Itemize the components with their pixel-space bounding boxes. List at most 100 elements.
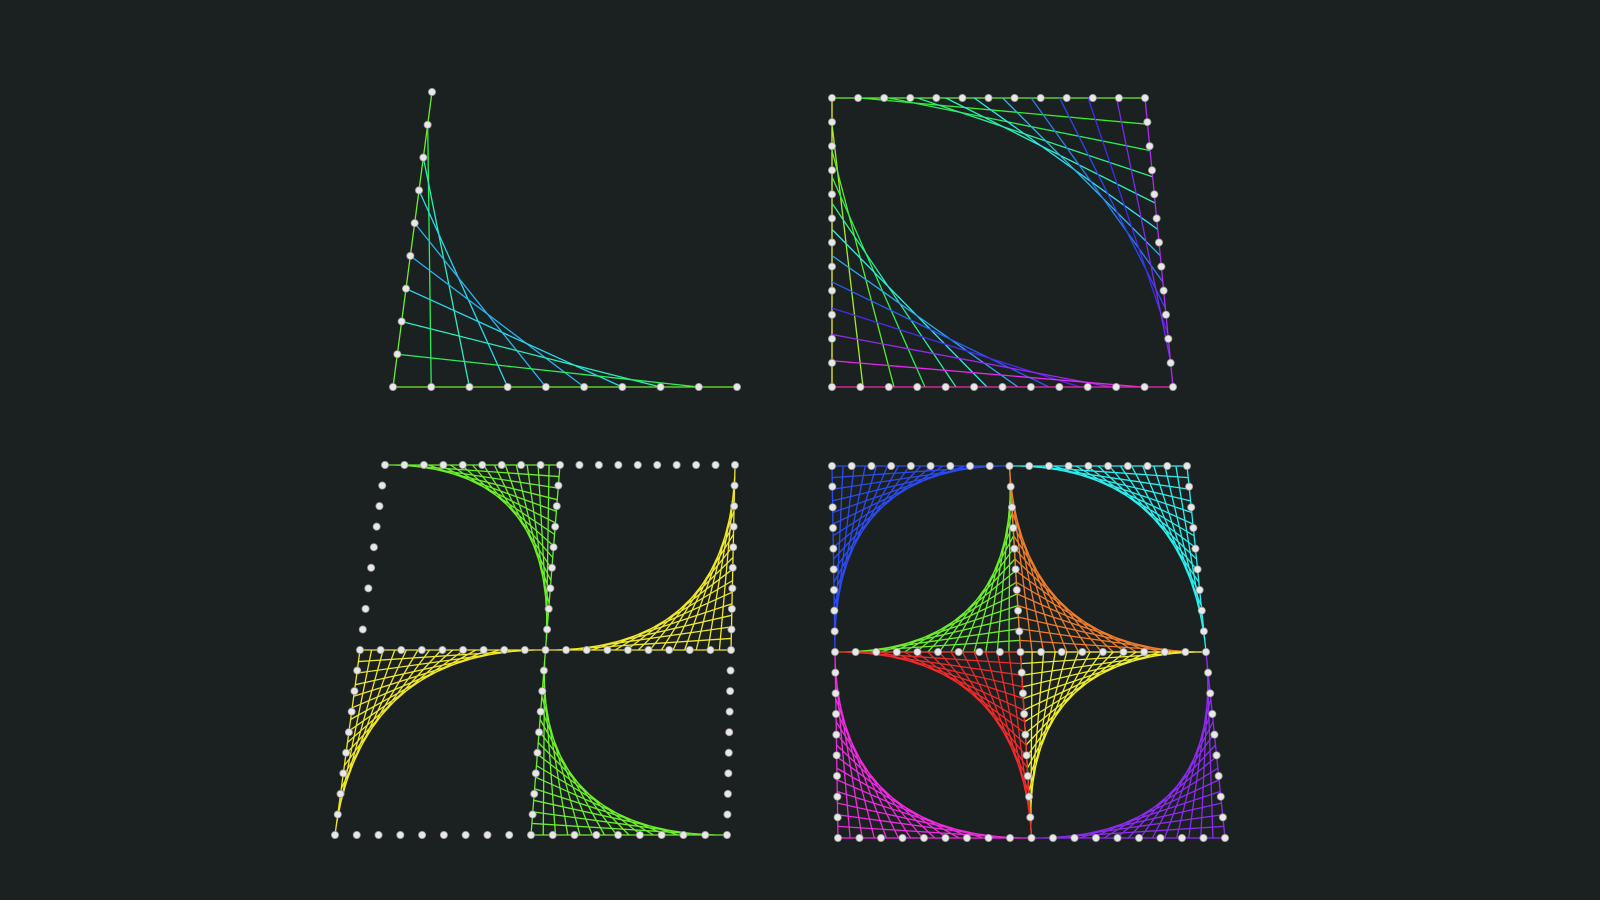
string [831, 281, 1050, 388]
string [493, 464, 552, 581]
string [927, 651, 1027, 746]
pin [1206, 689, 1215, 698]
pin [834, 834, 843, 843]
string [831, 176, 926, 388]
pin [828, 190, 837, 199]
pin [926, 461, 935, 470]
pin [831, 689, 840, 698]
pin [1210, 730, 1219, 739]
pin [380, 460, 389, 469]
pin [358, 625, 367, 634]
pin [995, 648, 1004, 657]
string [397, 353, 699, 388]
pin [374, 831, 383, 840]
pin [1123, 461, 1132, 470]
pin [1084, 461, 1093, 470]
string [537, 742, 630, 836]
string [637, 557, 734, 651]
pin [828, 482, 837, 491]
pin [830, 606, 839, 615]
pin [998, 382, 1007, 391]
pin [832, 730, 841, 739]
pin [906, 94, 915, 103]
pin [1187, 503, 1196, 512]
string [1119, 465, 1200, 583]
pin [1119, 648, 1128, 657]
pin [520, 646, 529, 655]
string [1115, 756, 1218, 839]
pin [727, 604, 736, 613]
pin [830, 586, 839, 595]
pin [1145, 142, 1154, 151]
pin [1114, 94, 1123, 103]
string [831, 333, 1112, 388]
pin [828, 238, 837, 247]
string [1025, 651, 1114, 746]
string [1103, 767, 1219, 839]
string [539, 719, 606, 836]
pin [336, 789, 345, 798]
pin [396, 831, 405, 840]
pin [333, 810, 342, 819]
pin [694, 382, 703, 391]
pin [1057, 648, 1066, 657]
pin [723, 831, 732, 840]
pin [728, 563, 737, 572]
pin [1193, 565, 1202, 574]
string [888, 97, 1151, 152]
string [538, 730, 618, 836]
pin [423, 120, 432, 129]
pin [1005, 461, 1014, 470]
string [472, 464, 554, 558]
pin [932, 94, 941, 103]
pin [439, 831, 448, 840]
pin [828, 503, 837, 512]
pin [479, 646, 488, 655]
pin [1007, 503, 1016, 512]
pin [730, 481, 739, 490]
pin [330, 831, 339, 840]
pin [1199, 834, 1208, 843]
pin [1006, 834, 1015, 843]
string [482, 464, 553, 570]
pin [725, 728, 734, 737]
pin [833, 772, 842, 781]
pin [1178, 834, 1187, 843]
string [409, 255, 585, 388]
string [1002, 97, 1161, 257]
pin [549, 543, 558, 552]
string [1127, 744, 1216, 839]
pin [350, 687, 359, 696]
pin [633, 460, 642, 469]
pin [828, 286, 837, 295]
pin [414, 186, 423, 195]
pin [369, 543, 378, 552]
pin [984, 834, 993, 843]
pin [828, 214, 837, 223]
pin [1214, 772, 1223, 781]
string [401, 320, 661, 388]
pin [829, 565, 838, 574]
pin [828, 334, 837, 343]
pin [1092, 834, 1101, 843]
pin [1010, 544, 1019, 553]
pin [1018, 689, 1027, 698]
pin [497, 460, 506, 469]
string [1097, 465, 1197, 560]
pin [1037, 648, 1046, 657]
pin [1070, 834, 1079, 843]
pin [580, 382, 589, 391]
pin [1143, 461, 1152, 470]
pin [728, 584, 737, 593]
pin [562, 646, 571, 655]
pin [832, 710, 841, 719]
pin [1009, 524, 1018, 533]
pin [1197, 606, 1206, 615]
pin [1021, 730, 1030, 739]
pin [723, 810, 732, 819]
pin [898, 834, 907, 843]
pin [1113, 834, 1122, 843]
string [834, 675, 863, 839]
pin [832, 751, 841, 760]
pin [1015, 627, 1024, 636]
